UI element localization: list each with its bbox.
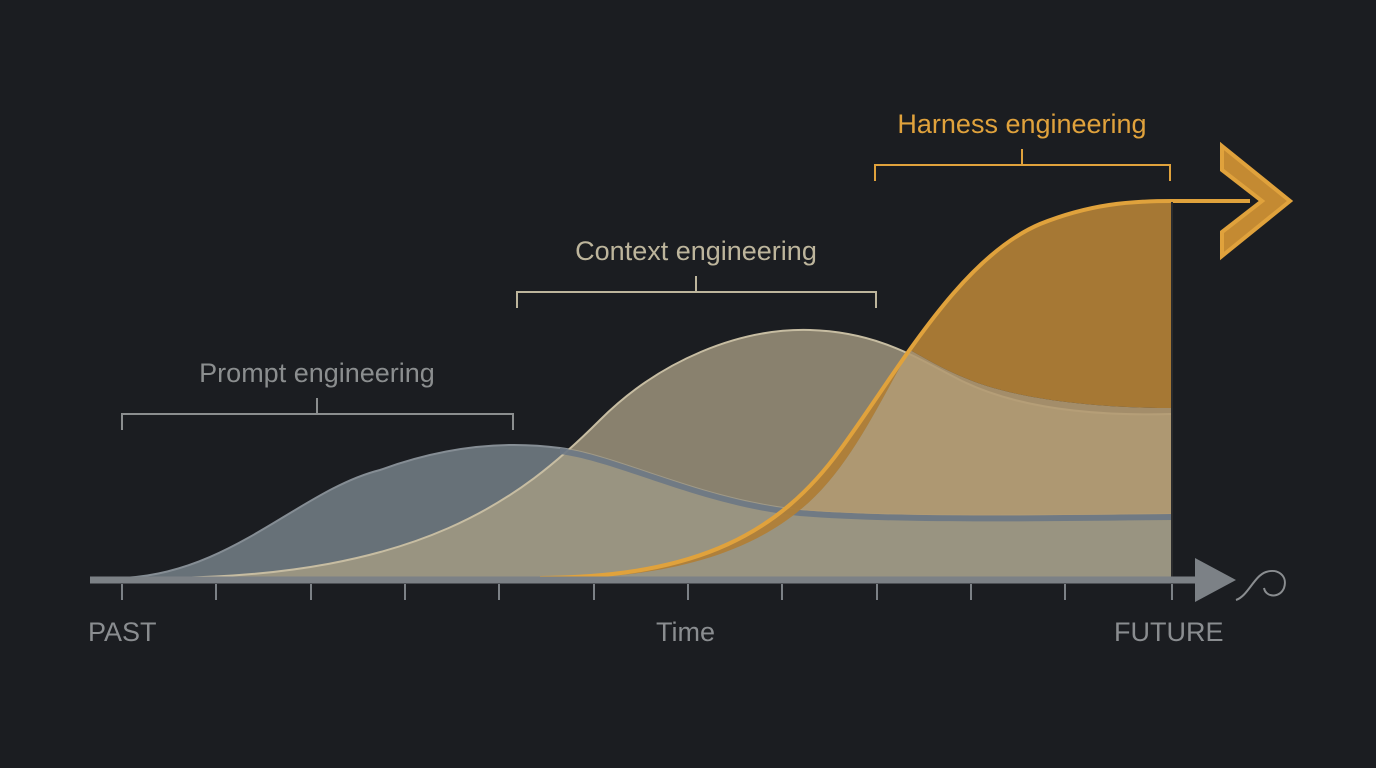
harness-arrow-head [1220,141,1294,261]
harness-lower-region [800,350,1172,516]
axis-end-label: FUTURE [1114,617,1224,647]
squiggle-icon [1235,570,1286,601]
context-engineering-label: Context engineering [575,236,817,266]
prompt-engineering-label: Prompt engineering [199,358,435,388]
prompt-overlay-band [560,448,1172,522]
harness-engineering-bracket [874,149,1171,181]
axis-start-label: PAST [88,617,157,647]
harness-engineering-wave [560,202,1172,578]
time-axis-ticks [121,584,1173,600]
axis-middle-label: Time [656,617,715,647]
harness-engineering-label: Harness engineering [897,109,1147,139]
harness-curve [539,199,1250,580]
time-axis-arrow-head [1195,558,1236,602]
context-engineering-bracket [516,276,877,308]
prompt-engineering-bracket [121,398,514,430]
